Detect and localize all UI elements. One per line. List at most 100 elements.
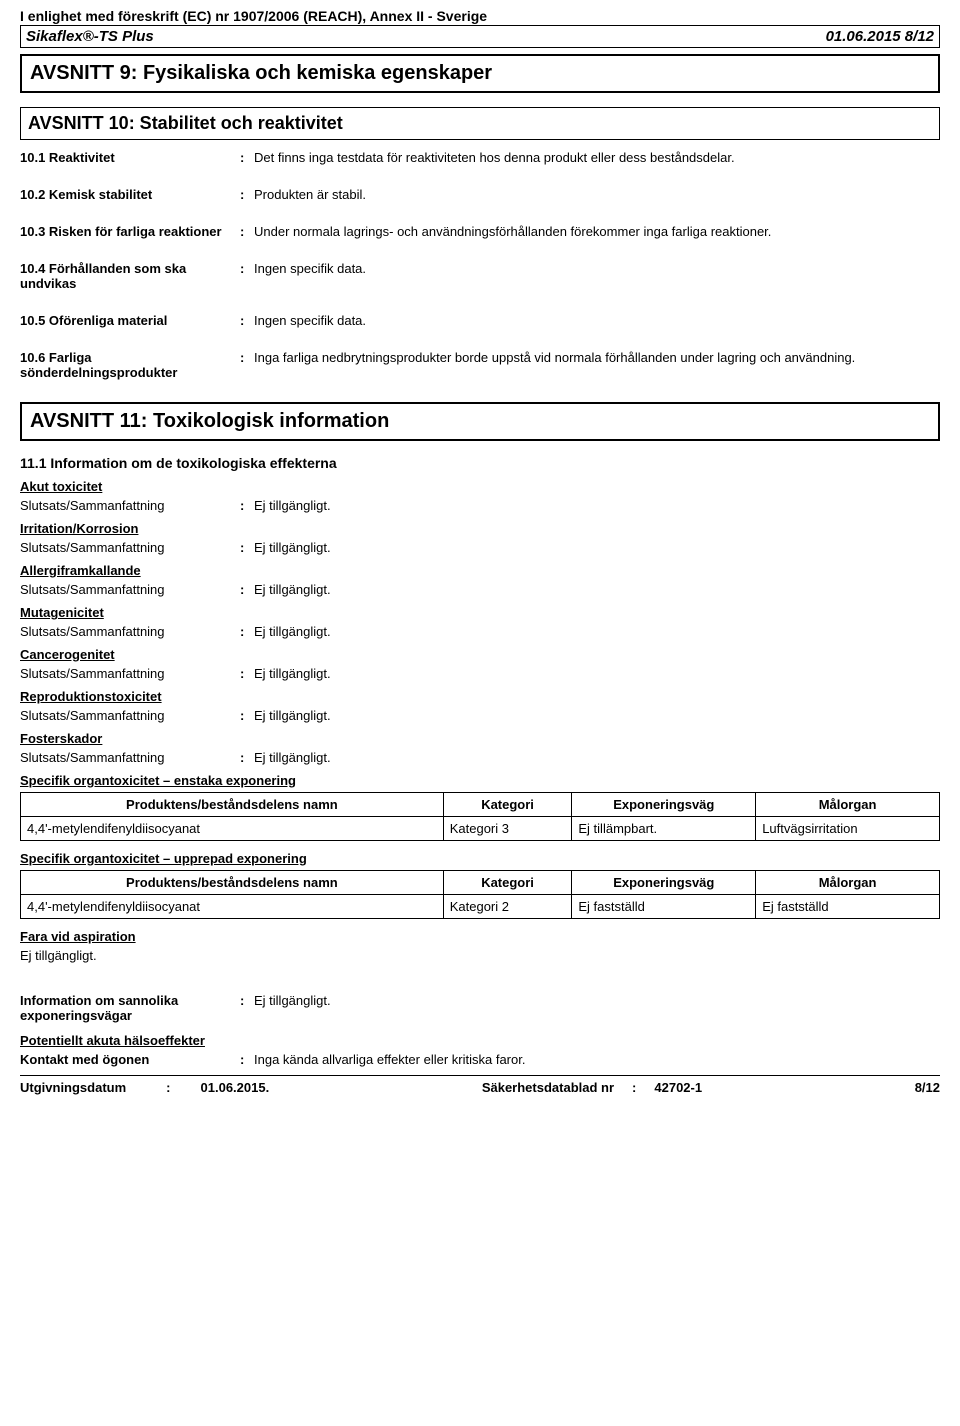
sannolika-value: Ej tillgängligt. — [254, 993, 940, 1023]
repr-row: Slutsats/Sammanfattning : Ej tillgänglig… — [20, 708, 940, 723]
colon: : — [240, 624, 254, 639]
row-10-5: 10.5 Oförenliga material : Ingen specifi… — [20, 313, 940, 328]
td-route: Ej tillämpbart. — [572, 817, 756, 841]
th-organ: Målorgan — [756, 871, 940, 895]
akut-title: Akut toxicitet — [20, 479, 940, 494]
mut-title: Mutagenicitet — [20, 605, 940, 620]
th-name: Produktens/beståndsdelens namn — [21, 793, 444, 817]
row-10-4: 10.4 Förhållanden som ska undvikas : Ing… — [20, 261, 940, 291]
table-header-row: Produktens/beståndsdelens namn Kategori … — [21, 793, 940, 817]
asp-value: Ej tillgängligt. — [20, 948, 940, 963]
fost-row: Slutsats/Sammanfattning : Ej tillgänglig… — [20, 750, 940, 765]
label-10-5: 10.5 Oförenliga material — [20, 313, 240, 328]
td-organ: Luftvägsirritation — [756, 817, 940, 841]
td-organ: Ej fastställd — [756, 895, 940, 919]
label-10-1: 10.1 Reaktivitet — [20, 150, 240, 165]
asp-title: Fara vid aspiration — [20, 929, 940, 944]
td-cat: Kategori 3 — [443, 817, 572, 841]
conc-value: Ej tillgängligt. — [254, 540, 331, 555]
allergi-row: Slutsats/Sammanfattning : Ej tillgänglig… — [20, 582, 940, 597]
utg-value: 01.06.2015. — [201, 1080, 270, 1095]
canc-title: Cancerogenitet — [20, 647, 940, 662]
section11-title: AVSNITT 11: Toxikologisk information — [24, 406, 936, 437]
th-name: Produktens/beståndsdelens namn — [21, 871, 444, 895]
td-route: Ej fastställd — [572, 895, 756, 919]
section10-header: AVSNITT 10: Stabilitet och reaktivitet — [20, 107, 940, 140]
sannolika-row: Information om sannolika exponeringsväga… — [20, 993, 940, 1023]
td-name: 4,4'-metylendifenyldiisocyanat — [21, 895, 444, 919]
row-10-2: 10.2 Kemisk stabilitet : Produkten är st… — [20, 187, 940, 202]
eye-label: Kontakt med ögonen — [20, 1052, 240, 1067]
colon: : — [240, 187, 254, 202]
conc-value: Ej tillgängligt. — [254, 750, 331, 765]
section9-header: AVSNITT 9: Fysikaliska och kemiska egens… — [20, 54, 940, 93]
colon: : — [240, 350, 254, 380]
colon: : — [240, 540, 254, 555]
utg-label: Utgivningsdatum — [20, 1080, 126, 1095]
row-10-6: 10.6 Farliga sönderdelningsprodukter : I… — [20, 350, 940, 380]
colon: : — [240, 261, 254, 291]
sannolika-label: Information om sannolika exponeringsväga… — [20, 993, 240, 1023]
conc-label: Slutsats/Sammanfattning — [20, 750, 240, 765]
footer: Utgivningsdatum : 01.06.2015. Säkerhetsd… — [20, 1075, 940, 1095]
label-10-6: 10.6 Farliga sönderdelningsprodukter — [20, 350, 240, 380]
label-10-3: 10.3 Risken för farliga reaktioner — [20, 224, 240, 239]
spec-rep-title: Specifik organtoxicitet – upprepad expon… — [20, 851, 940, 866]
value-10-3: Under normala lagrings- och användningsf… — [254, 224, 940, 239]
irr-title: Irritation/Korrosion — [20, 521, 940, 536]
conc-label: Slutsats/Sammanfattning — [20, 708, 240, 723]
colon: : — [240, 708, 254, 723]
regulation-line: I enlighet med föreskrift (EC) nr 1907/2… — [20, 8, 940, 26]
colon: : — [240, 150, 254, 165]
value-10-2: Produkten är stabil. — [254, 187, 940, 202]
label-10-2: 10.2 Kemisk stabilitet — [20, 187, 240, 202]
row-10-3: 10.3 Risken för farliga reaktioner : Und… — [20, 224, 940, 239]
colon: : — [240, 993, 254, 1023]
colon: : — [240, 666, 254, 681]
irr-row: Slutsats/Sammanfattning : Ej tillgänglig… — [20, 540, 940, 555]
conc-value: Ej tillgängligt. — [254, 582, 331, 597]
colon: : — [240, 582, 254, 597]
canc-row: Slutsats/Sammanfattning : Ej tillgänglig… — [20, 666, 940, 681]
label-10-4: 10.4 Förhållanden som ska undvikas — [20, 261, 240, 291]
colon: : — [240, 498, 254, 513]
th-organ: Målorgan — [756, 793, 940, 817]
conc-value: Ej tillgängligt. — [254, 498, 331, 513]
value-10-4: Ingen specifik data. — [254, 261, 940, 291]
conc-value: Ej tillgängligt. — [254, 666, 331, 681]
conc-label: Slutsats/Sammanfattning — [20, 498, 240, 513]
section10-title: AVSNITT 10: Stabilitet och reaktivitet — [23, 110, 937, 137]
fost-title: Fosterskador — [20, 731, 940, 746]
section9-title: AVSNITT 9: Fysikaliska och kemiska egens… — [24, 58, 936, 89]
colon: : — [240, 750, 254, 765]
sdb-value: 42702-1 — [654, 1080, 702, 1095]
eye-value: Inga kända allvarliga effekter eller kri… — [254, 1052, 940, 1067]
value-10-1: Det finns inga testdata för reaktivitete… — [254, 150, 940, 165]
akut-row: Slutsats/Sammanfattning : Ej tillgänglig… — [20, 498, 940, 513]
section11-header: AVSNITT 11: Toxikologisk information — [20, 402, 940, 441]
conc-label: Slutsats/Sammanfattning — [20, 582, 240, 597]
value-10-5: Ingen specifik data. — [254, 313, 940, 328]
table-header-row: Produktens/beståndsdelens namn Kategori … — [21, 871, 940, 895]
row-10-1: 10.1 Reaktivitet : Det finns inga testda… — [20, 150, 940, 165]
spec-rep-table: Produktens/beståndsdelens namn Kategori … — [20, 870, 940, 919]
colon: : — [240, 1052, 254, 1067]
th-route: Exponeringsväg — [572, 793, 756, 817]
mut-row: Slutsats/Sammanfattning : Ej tillgänglig… — [20, 624, 940, 639]
conc-value: Ej tillgängligt. — [254, 624, 331, 639]
conc-label: Slutsats/Sammanfattning — [20, 540, 240, 555]
th-cat: Kategori — [443, 793, 572, 817]
table-row: 4,4'-metylendifenyldiisocyanat Kategori … — [21, 895, 940, 919]
allergi-title: Allergiframkallande — [20, 563, 940, 578]
td-cat: Kategori 2 — [443, 895, 572, 919]
spec-single-table: Produktens/beståndsdelens namn Kategori … — [20, 792, 940, 841]
pot-title: Potentiellt akuta hälsoeffekter — [20, 1033, 940, 1048]
conc-value: Ej tillgängligt. — [254, 708, 331, 723]
conc-label: Slutsats/Sammanfattning — [20, 624, 240, 639]
product-name: Sikaflex®-TS Plus — [26, 28, 154, 45]
spec-single-title: Specifik organtoxicitet – enstaka expone… — [20, 773, 940, 788]
colon: : — [240, 224, 254, 239]
table-row: 4,4'-metylendifenyldiisocyanat Kategori … — [21, 817, 940, 841]
eye-row: Kontakt med ögonen : Inga kända allvarli… — [20, 1052, 940, 1067]
value-10-6: Inga farliga nedbrytningsprodukter borde… — [254, 350, 940, 380]
